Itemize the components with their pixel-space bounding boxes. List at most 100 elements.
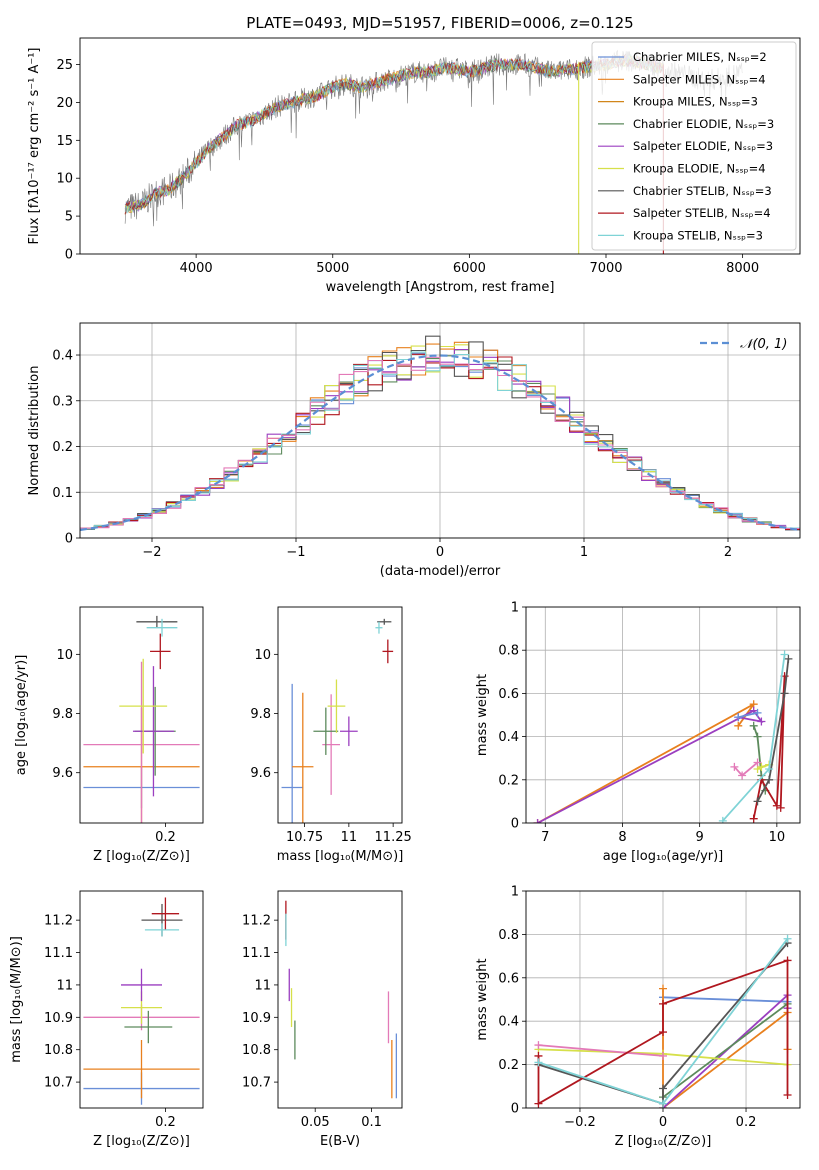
series-marker-7 [776,803,785,812]
x-axis-label: Z [log₁₀(Z/Z⊙)] [615,1134,712,1149]
age_vs_mass-plot-area [281,618,394,823]
y-tick-label: 11.2 [44,914,73,929]
y-tick-label: 0.6 [498,687,519,702]
legend-label-5: Salpeter ELODIE, Nₛₛₚ=3 [633,139,773,153]
series-marker-7 [749,814,758,823]
series-line-6 [538,1044,664,1057]
x-tick-label: 0.2 [155,830,176,845]
series-line-2 [537,709,764,823]
x-tick-label: 2 [724,545,732,560]
x-tick-label: 11 [341,830,358,845]
y-tick-label: 0.4 [498,1015,519,1030]
series-marker-4 [749,721,758,730]
y-tick-label: 20 [56,96,73,111]
x-tick-label: 0 [436,545,444,560]
series-marker-8 [659,1028,667,1037]
y-tick-label: 11 [56,978,73,993]
series-marker-2 [659,984,667,993]
y-tick-label: 1 [511,885,519,900]
series-marker-6 [534,1041,543,1050]
x-tick-label: 8000 [726,261,759,276]
age_vs_mass-frame [277,606,403,824]
series-line-7 [538,942,789,1105]
x-axis-label: wavelength [Angstrom, rest frame] [326,280,555,295]
y-tick-label: 10 [56,172,73,187]
y-tick-label: 0.4 [498,730,519,745]
series-marker-8 [534,1099,543,1108]
series-marker-8 [765,775,774,784]
series-line-9 [722,654,786,822]
y-tick-label: 10.9 [44,1011,73,1026]
series-line-8 [537,959,789,1106]
series-marker-6 [738,771,747,780]
x-tick-label: 7000 [589,261,622,276]
series-marker-8 [780,689,789,698]
residuals-plot-area [80,323,800,538]
x-axis-label: age [log₁₀(age/yr)] [603,849,724,864]
x-tick-label: 1 [580,545,588,560]
x-tick-label: 0 [659,1115,667,1130]
age_vs_Z-plot-area [83,615,200,823]
y-tick-label: 0 [65,248,73,263]
weight_vs_age-panel: 7 8 9 10 0 0.2 0.4 0.6 0.8 1 age [log₁₀(age/yr)] ma… [475,601,801,864]
y-tick-label: 0.6 [498,971,519,986]
x-tick-label: 0.1 [361,1115,382,1130]
y-tick-label: 11.1 [44,946,73,961]
x-tick-label: −0.2 [564,1115,596,1130]
series-marker-7 [659,1084,667,1093]
x-tick-label: 8 [618,830,626,845]
weight_vs_age-frame [525,606,801,824]
normal-curve-line [80,354,800,532]
histogram-series-8 [80,351,800,530]
legend-label-6: Kroupa ELODIE, Nₛₛₚ=4 [633,162,766,176]
y-tick-label: 9.6 [250,766,271,781]
weight_vs_age-plot-area [526,607,800,823]
y-axis-label: mass [log₁₀(M/M⊙)] [9,936,24,1063]
y-tick-label: 10.8 [242,1043,271,1058]
y-tick-label: 0 [511,817,519,832]
model-spectrum-line-9 [124,53,664,214]
y-tick-label: 1 [511,601,519,616]
y-tick-label: 11.2 [242,914,271,929]
y-tick-label: 5 [65,210,73,225]
y-tick-label: 0.2 [52,440,73,455]
x-tick-label: 4000 [180,261,213,276]
age_vs_Z-panel: 0.2 9.6 9.8 10 Z [log₁₀(Z/Z⊙)] age [log₁₀(age… [14,606,204,864]
series-marker-9 [534,1058,543,1067]
y-tick-label: 9.6 [52,766,73,781]
series-marker-5 [757,762,766,771]
series-marker-8 [783,956,792,965]
y-tick-label: 0 [511,1102,519,1117]
y-tick-label: 0.2 [498,773,519,788]
series-line-4 [662,1003,789,1098]
mass_vs_Z-plot-area [83,897,200,1105]
series-marker-2 [757,717,766,726]
y-tick-label: 0.1 [52,486,73,501]
series-marker-8 [784,654,793,663]
x-tick-label: 6000 [453,261,486,276]
residuals-frame [79,322,801,539]
x-tick-label: 0.2 [155,1115,176,1130]
mass_vs_ebv-plot-area [285,900,398,1099]
y-tick-label: 10.7 [44,1076,73,1091]
legend-box [591,41,797,251]
mass_vs_ebv-panel: 0.05 0.1 10.7 10.8 10.9 11 11.1 11.2 E(B-V) [242,890,403,1149]
series-marker-8 [659,999,667,1008]
series-marker-1 [734,721,743,730]
x-tick-label: −2 [142,545,161,560]
series-marker-9 [659,1099,667,1108]
y-tick-label: 0.4 [52,349,73,364]
legend-label-9: Kroupa STELIB, Nₛₛₚ=3 [633,228,763,242]
series-marker-4 [753,732,762,741]
spectrum-panel: 4000 5000 6000 7000 8000 0 5 10 15 20 25 PLATE=0493… [27,14,801,295]
weight_vs_Z-panel: −0.2 0 0.2 0 0.2 0.4 0.6 0.8 1 Z [log₁₀(Z/Z⊙)] mas… [475,885,801,1149]
series-marker-6 [659,1051,667,1060]
x-axis-label: Z [log₁₀(Z/Z⊙)] [93,849,190,864]
legend: 𝒩(0, 1) [700,337,787,352]
mass_vs_ebv-frame [277,890,403,1109]
y-axis-label: Normed distribution [27,366,42,496]
legend-label-7: Chabrier STELIB, Nₛₛₚ=3 [633,184,772,198]
x-tick-label: −1 [286,545,305,560]
x-tick-label: 11.25 [375,830,412,845]
x-tick-label: 10.75 [286,830,323,845]
